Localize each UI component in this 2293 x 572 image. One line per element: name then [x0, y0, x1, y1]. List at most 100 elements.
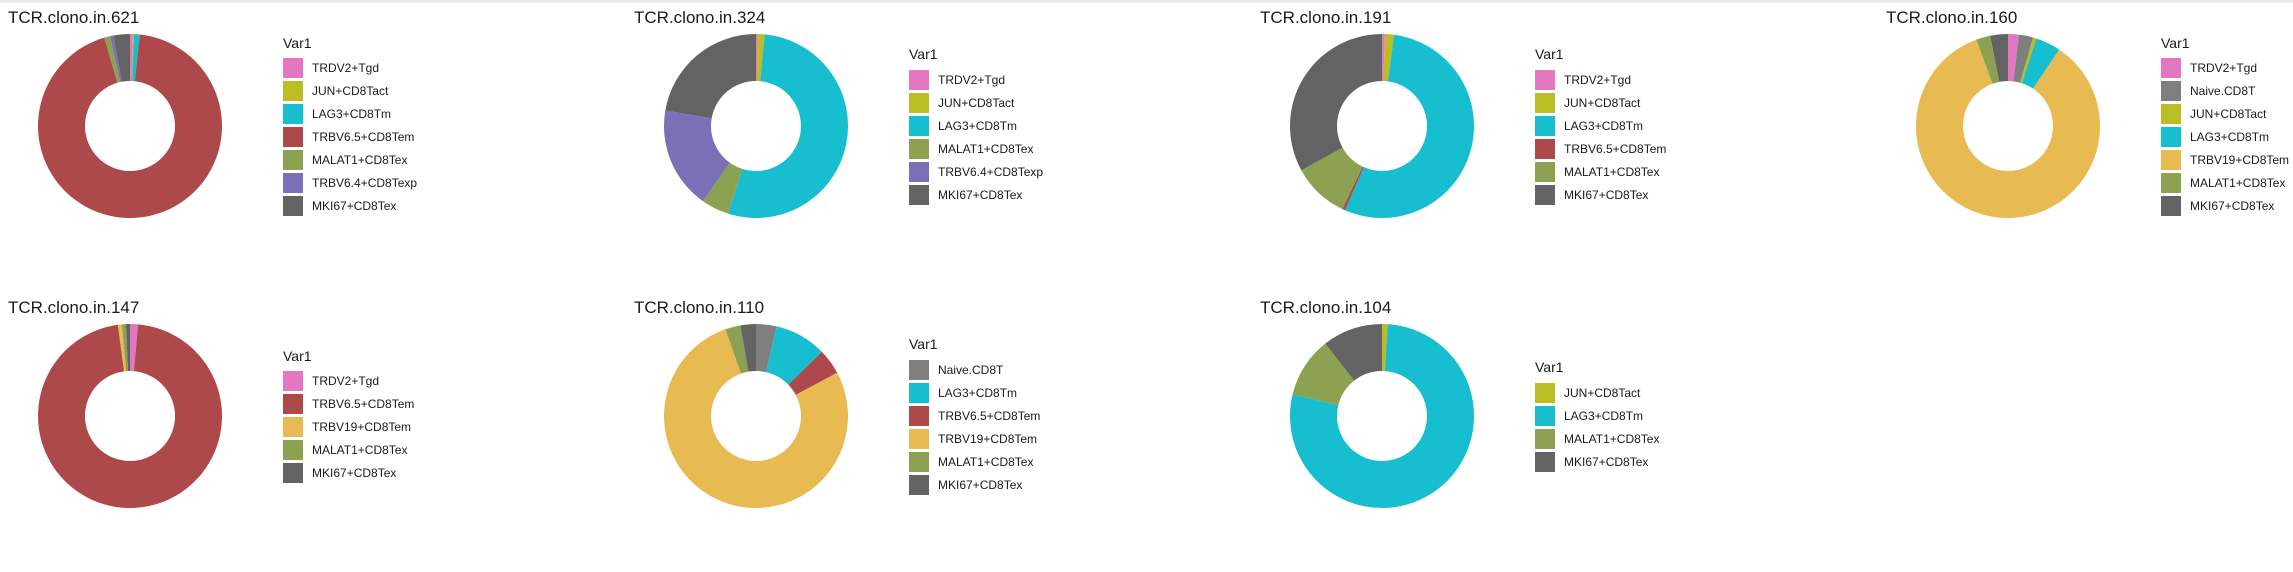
pie-slice: [664, 329, 848, 508]
pie-slice: [1342, 166, 1364, 211]
legend-swatch: [2161, 58, 2181, 78]
legend-title: Var1: [2161, 34, 2190, 51]
pie-slice: [131, 34, 135, 82]
legend-swatch: [2161, 173, 2181, 193]
legend-swatch: [2161, 196, 2181, 216]
legend-swatch: [283, 196, 303, 216]
chart-title: TCR.clono.in.160: [1886, 8, 2018, 27]
legend-label: Naive.CD8T: [2190, 84, 2256, 98]
legend-label: JUN+CD8Tact: [312, 84, 389, 98]
legend-item: LAG3+CD8Tm: [283, 103, 417, 126]
legend-swatch: [283, 81, 303, 101]
legend-label: TRBV6.4+CD8Texp: [312, 176, 418, 190]
legend-label: MALAT1+CD8Tex: [312, 153, 408, 167]
legend-label: TRBV6.4+CD8Texp: [938, 164, 1044, 179]
legend-label: MALAT1+CD8Tex: [2190, 176, 2286, 190]
legend-item: MALAT1+CD8Tex: [1535, 160, 1666, 183]
pie-slice: [130, 34, 133, 82]
pie-slice: [1325, 324, 1382, 381]
legend-swatch: [1535, 161, 1555, 182]
legend-item: Naive.CD8T: [909, 358, 1040, 381]
legend-item: MKI67+CD8Tex: [1535, 183, 1666, 206]
legend-label: MKI67+CD8Tex: [312, 199, 397, 213]
pie-slice: [1344, 34, 1474, 218]
legend-item: TRBV19+CD8Tem: [2161, 149, 2289, 172]
legend-item: TRBV6.5+CD8Tem: [909, 404, 1040, 427]
legend-item: LAG3+CD8Tm: [909, 114, 1043, 137]
donut-chart-panel: TCR.clono.in.324 Var1 TRDV2+Tgd JUN+CD8Tact…: [626, 0, 1252, 282]
pie-slice: [2008, 34, 2019, 82]
pie-slice: [109, 35, 122, 83]
chart-legend: Var1 TRDV2+Tgd JUN+CD8Tact LAG3+CD8Tm MALAT1…: [909, 46, 1043, 206]
legend-swatch: [909, 428, 929, 449]
legend-label: JUN+CD8Tact: [1564, 385, 1641, 400]
legend-swatch: [1535, 184, 1555, 205]
chart-legend: Var1 TRDV2+Tgd JUN+CD8Tact LAG3+CD8Tm TRBV6.…: [283, 35, 417, 218]
legend-label: TRBV6.5+CD8Tem: [312, 397, 415, 411]
pie-slice: [702, 162, 743, 214]
legend-label: TRBV6.5+CD8Tem: [312, 130, 415, 144]
legend-label: TRBV6.5+CD8Tem: [938, 408, 1041, 423]
pie-slice: [2021, 38, 2060, 89]
donut-chart: [664, 34, 848, 219]
chart-title: TCR.clono.in.191: [1260, 8, 1392, 27]
pie-slice: [121, 324, 129, 372]
chart-legend: Var1 TRDV2+Tgd JUN+CD8Tact LAG3+CD8Tm TRBV6.…: [1535, 46, 1666, 206]
pie-slice: [756, 324, 777, 373]
legend-item: TRDV2+Tgd: [909, 68, 1043, 91]
legend-swatch: [909, 405, 929, 426]
chart-title: TCR.clono.in.147: [8, 298, 140, 317]
legend-label: MALAT1+CD8Tex: [1564, 431, 1660, 446]
legend-item: TRBV19+CD8Tem: [909, 427, 1040, 450]
legend-item: TRBV6.5+CD8Tem: [1535, 137, 1666, 160]
pie-slice: [37, 324, 222, 508]
legend-item: MALAT1+CD8Tex: [1535, 427, 1659, 450]
legend-swatch: [1535, 138, 1555, 159]
pie-slice: [1301, 147, 1363, 209]
pie-slice: [664, 110, 731, 202]
top-border: [0, 0, 2293, 3]
pie-slice: [2013, 34, 2034, 83]
legend-label: MALAT1+CD8Tex: [938, 454, 1034, 469]
legend-item: MKI67+CD8Tex: [283, 462, 414, 485]
legend-label: LAG3+CD8Tm: [938, 118, 1018, 133]
donut-chart: [664, 324, 848, 508]
pie-slice: [766, 326, 822, 385]
chart-legend: Var1 TRDV2+Tgd Naive.CD8T JUN+CD8Tact LAG3+C…: [2161, 35, 2289, 218]
legend-label: TRDV2+Tgd: [938, 72, 1006, 87]
legend-item: TRBV19+CD8Tem: [283, 416, 414, 439]
legend-swatch: [1535, 382, 1555, 403]
pie-slice: [1990, 34, 2008, 82]
pie-slice: [125, 324, 130, 372]
legend-swatch: [2161, 127, 2181, 147]
legend-item: LAG3+CD8Tm: [909, 381, 1040, 404]
legend-swatch: [2161, 81, 2181, 101]
legend-label: JUN+CD8Tact: [1564, 95, 1641, 110]
legend-item: MALAT1+CD8Tex: [283, 439, 414, 462]
legend-item: MALAT1+CD8Tex: [2161, 172, 2289, 195]
legend-title: Var1: [1535, 46, 1564, 62]
pie-slice: [2020, 37, 2037, 84]
legend-item: MKI67+CD8Tex: [1535, 450, 1659, 473]
legend-label: MKI67+CD8Tex: [1564, 187, 1649, 202]
legend-label: TRBV19+CD8Tem: [938, 431, 1038, 446]
legend-label: MALAT1+CD8Tex: [938, 141, 1034, 156]
legend-item: JUN+CD8Tact: [2161, 103, 2289, 126]
legend-title: Var1: [1535, 359, 1564, 375]
legend-item: MKI67+CD8Tex: [283, 195, 417, 218]
pie-slice: [38, 34, 222, 219]
legend-label: LAG3+CD8Tm: [1564, 118, 1644, 133]
legend-item: MKI67+CD8Tex: [2161, 195, 2289, 218]
legend-swatch: [909, 69, 929, 90]
legend-item: MALAT1+CD8Tex: [909, 137, 1043, 160]
legend-swatch: [909, 161, 929, 182]
legend-label: TRDV2+Tgd: [2190, 61, 2258, 75]
legend-swatch: [1535, 451, 1555, 472]
legend-swatch: [283, 104, 303, 124]
legend-swatch: [909, 115, 929, 136]
legend-item: JUN+CD8Tact: [283, 80, 417, 103]
chart-legend: Var1 JUN+CD8Tact LAG3+CD8Tm MALAT1+CD8Tex MK…: [1535, 359, 1659, 473]
legend-label: Naive.CD8T: [938, 362, 1004, 377]
pie-slice: [740, 324, 756, 372]
donut-chart-panel: TCR.clono.in.191 Var1 TRDV2+Tgd JUN+CD8Tact…: [1252, 0, 1878, 282]
